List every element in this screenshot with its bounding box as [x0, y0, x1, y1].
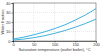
grid-line: [54, 3, 55, 41]
series-line: [13, 19, 96, 40]
y-tick: 10: [6, 29, 13, 34]
y-tick: 30: [6, 10, 13, 15]
y-tick-mark: [12, 22, 14, 23]
y-tick: 40: [6, 1, 13, 6]
y-axis: 0 10 20 30 40: [6, 1, 13, 44]
chart: 050100150200010203040Saturation temperat…: [0, 0, 100, 52]
y-axis-title: Water fraction: [0, 10, 5, 35]
y-tick-mark: [12, 3, 14, 4]
y-tick-mark: [12, 32, 14, 33]
y-tick: 20: [6, 20, 13, 25]
x-axis-title: Saturation temperature (outlet boiler), …: [18, 47, 90, 52]
y-tick-label: 30: [6, 10, 11, 15]
y-tick-mark: [12, 13, 14, 14]
y-tick: 0: [8, 39, 13, 44]
x-tick-label: 200: [93, 42, 100, 47]
y-tick-label: 0: [8, 39, 11, 44]
grid-line: [13, 22, 96, 23]
plot-frame: [13, 3, 96, 41]
grid: [13, 3, 96, 41]
y-axis-line: [12, 4, 14, 42]
x-tick: 200: [93, 41, 100, 47]
grid-line: [13, 12, 96, 13]
y-tick-label: 40: [6, 1, 11, 6]
y-tick-mark: [12, 41, 14, 42]
x-tick-label: 0: [12, 42, 15, 47]
y-tick-label: 20: [6, 20, 11, 25]
lines: [13, 9, 96, 40]
plot: 050100150200010203040: [6, 1, 100, 48]
x-tick: 0: [12, 41, 15, 47]
grid-line: [13, 31, 96, 32]
y-tick-label: 10: [6, 29, 11, 34]
series-line: [13, 9, 96, 39]
